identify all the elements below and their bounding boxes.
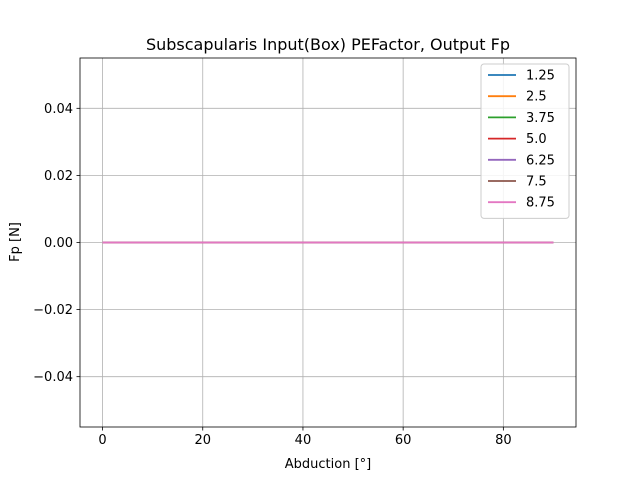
legend-label: 3.75 xyxy=(526,111,555,126)
legend-label: 7.5 xyxy=(526,175,547,190)
x-tick-label: 20 xyxy=(194,433,211,448)
legend-label: 2.5 xyxy=(526,90,547,105)
x-tick-label: 80 xyxy=(495,433,512,448)
legend-box xyxy=(480,63,570,219)
legend-label: 5.0 xyxy=(526,132,547,147)
y-axis-label: Fp [N] xyxy=(8,222,23,262)
x-tick-label: 0 xyxy=(98,433,106,448)
x-axis-label: Abduction [°] xyxy=(285,457,371,472)
legend-label: 1.25 xyxy=(526,69,555,84)
x-tick-label: 60 xyxy=(395,433,412,448)
y-tick-label: 0.00 xyxy=(44,236,73,251)
y-tick-label: 0.04 xyxy=(44,102,73,117)
legend: 1.25 2.5 3.75 5.0 6.25 7.5 8.75 xyxy=(480,63,570,219)
chart-title: Subscapularis Input(Box) PEFactor, Outpu… xyxy=(146,35,510,54)
y-tick-label: −0.02 xyxy=(33,303,73,318)
legend-label: 8.75 xyxy=(526,196,555,211)
axis-ticks: 0 20 40 60 80 −0.04 −0.02 0.00 0.02 0.04 xyxy=(33,102,511,448)
x-tick-label: 40 xyxy=(295,433,312,448)
y-tick-label: −0.04 xyxy=(33,370,73,385)
legend-label: 6.25 xyxy=(526,153,555,168)
y-tick-label: 0.02 xyxy=(44,169,73,184)
